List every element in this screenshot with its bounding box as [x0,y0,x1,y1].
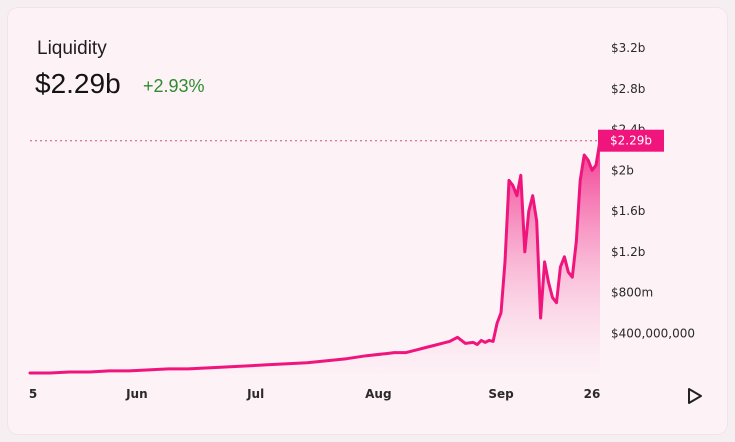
current-value-marker: $2.29b [598,129,664,152]
x-tick-label: 5 [29,387,37,401]
y-tick-label: $1.2b [611,245,645,259]
y-axis-ticks: $3.2b$2.8b$2.4b$2b$1.6b$1.2b$800m$400,00… [611,41,695,340]
liquidity-change-badge: +2.93% [143,76,205,96]
y-tick-label: $400,000,000 [611,326,695,340]
x-tick-label: Jul [246,387,264,401]
x-axis-ticks: 5 Jun Jul Aug Sep 26 [29,387,601,401]
page-title: Liquidity [37,38,107,59]
liquidity-line [28,139,602,375]
x-tick-label: Jun [125,387,148,401]
current-liquidity-value: $2.29b [35,68,121,99]
y-tick-label: $2.8b [611,82,645,96]
x-tick-label: 26 [584,387,601,401]
play-icon [688,388,702,404]
x-tick-label: Aug [365,387,391,401]
y-tick-label: $2b [611,163,634,177]
current-value-label: $2.29b [610,134,652,148]
y-tick-label: $3.2b [611,41,645,55]
x-tick-label: Sep [488,387,514,401]
y-tick-label: $800m [611,286,653,300]
liquidity-area [30,140,600,374]
current-value-box [598,129,664,152]
y-tick-label: $1.6b [611,204,645,218]
play-button[interactable] [683,385,705,407]
